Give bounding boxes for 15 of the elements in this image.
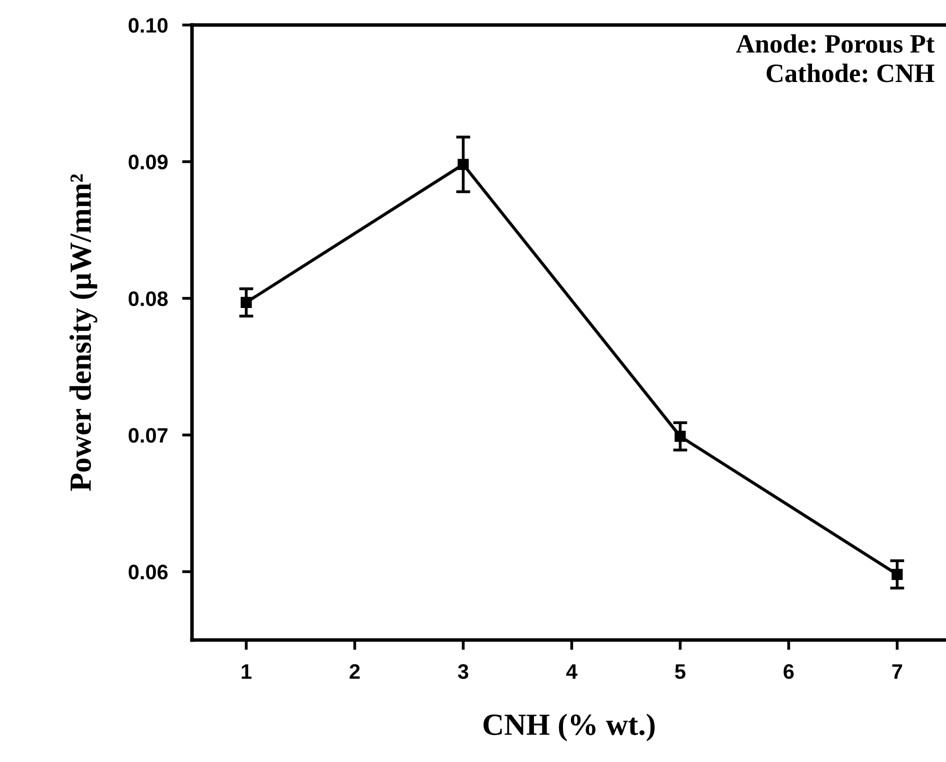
x-tick-label: 3 (458, 664, 468, 679)
x-tick-label: 7 (892, 664, 902, 679)
y-tick-label: 0.07 (128, 428, 168, 443)
x-tick-label: 2 (350, 664, 360, 679)
x-tick-label: 5 (675, 664, 686, 679)
annotation: Anode: Porous Pt Cathode: CNH (736, 34, 935, 82)
x-tick-label: 1 (242, 664, 252, 679)
y-tick-label: 0.10 (128, 18, 168, 33)
y-tick-label: 0.09 (128, 154, 168, 170)
y-tick-label: 0.06 (128, 564, 168, 580)
y-axis-title: Power density (μW/mm² (69, 174, 98, 491)
y-tick-label: 0.08 (128, 291, 168, 306)
x-tick-label: 6 (784, 664, 794, 679)
x-tick-label: 4 (566, 664, 578, 679)
x-axis-title: CNH (% wt.) (484, 714, 655, 742)
